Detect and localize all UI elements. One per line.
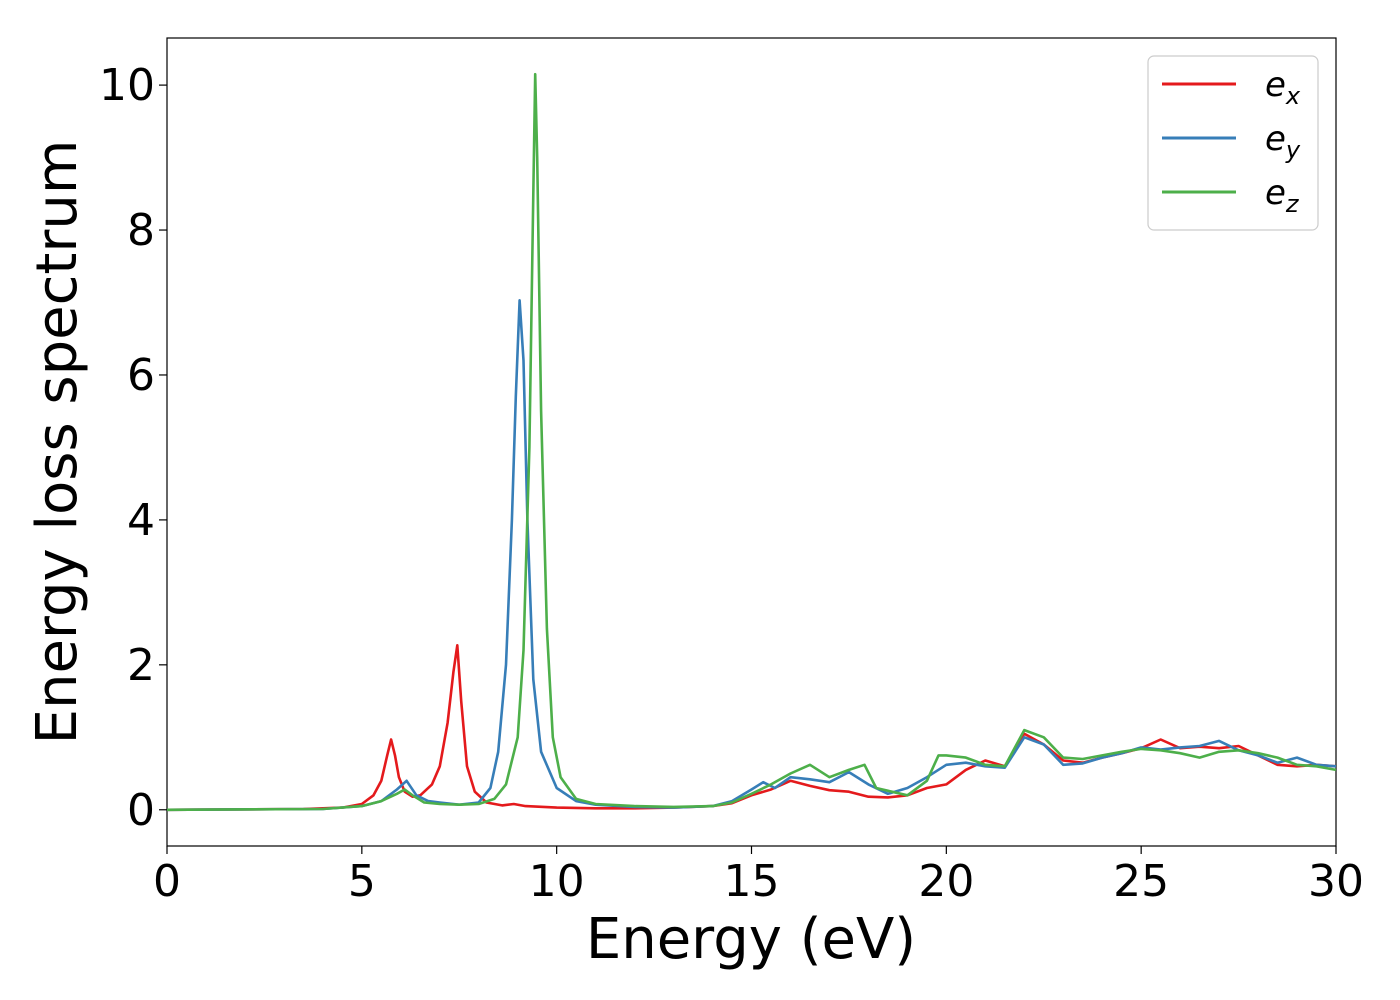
y-tick-label: 6 — [127, 350, 155, 401]
x-tick-label: 20 — [918, 856, 974, 907]
x-tick-label: 15 — [724, 856, 780, 907]
y-tick-label: 0 — [127, 785, 155, 836]
series-line-ey — [167, 299, 1336, 812]
x-tick-label: 0 — [153, 856, 181, 907]
y-tick-label: 4 — [127, 495, 155, 546]
legend-label: ez — [1265, 173, 1300, 218]
legend: ex ey ez — [1147, 55, 1319, 231]
y-tick-label: 8 — [127, 205, 155, 256]
series-line-ex — [167, 644, 1336, 812]
series-line-ez — [167, 72, 1336, 812]
x-axis-ticks: 0 5 10 15 20 25 30 — [153, 846, 1364, 907]
x-tick-label: 5 — [348, 856, 376, 907]
legend-label: ex — [1265, 65, 1301, 110]
x-tick-label: 30 — [1308, 856, 1364, 907]
y-tick-label: 2 — [127, 640, 155, 691]
legend-label: ey — [1265, 119, 1301, 164]
y-axis-title: Energy loss spectrum — [25, 140, 90, 745]
x-tick-label: 25 — [1113, 856, 1169, 907]
y-axis-ticks: 0 2 4 6 8 10 — [99, 60, 167, 836]
x-axis-title: Energy (eV) — [586, 907, 916, 972]
legend-box — [1147, 55, 1319, 231]
legend-items: ex ey ez — [1162, 65, 1301, 218]
x-tick-label: 10 — [529, 856, 585, 907]
y-tick-label: 10 — [99, 60, 155, 111]
series-layer — [167, 72, 1336, 812]
